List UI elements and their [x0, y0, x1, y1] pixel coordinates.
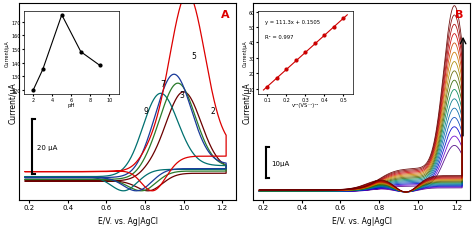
Text: 5: 5: [191, 52, 196, 61]
Text: 10μA: 10μA: [271, 160, 289, 166]
Text: 2: 2: [210, 106, 215, 115]
Text: B: B: [455, 10, 464, 20]
Text: 3: 3: [180, 91, 185, 100]
Text: 9: 9: [143, 106, 148, 115]
X-axis label: E/V. vs. Ag|AgCl: E/V. vs. Ag|AgCl: [332, 216, 392, 225]
Text: 20 μA: 20 μA: [37, 144, 57, 150]
Text: A: A: [221, 10, 229, 20]
Y-axis label: Current/μA: Current/μA: [9, 81, 18, 123]
Text: 7: 7: [160, 80, 165, 89]
X-axis label: E/V. vs. Ag|AgCl: E/V. vs. Ag|AgCl: [98, 216, 157, 225]
Y-axis label: Current/μA: Current/μA: [243, 81, 252, 123]
